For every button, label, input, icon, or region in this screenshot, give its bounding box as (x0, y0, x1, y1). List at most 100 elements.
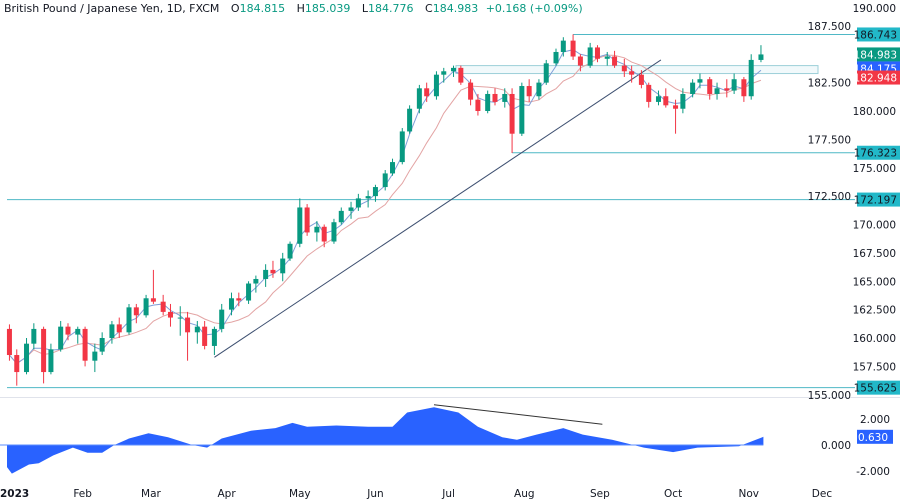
candle-body (724, 88, 730, 91)
candle (485, 90, 491, 114)
level-price-label: 176.323 (854, 148, 897, 160)
oscillator-axis-tick: 0.000 (821, 440, 851, 452)
candle-body (304, 207, 310, 233)
candle (655, 90, 661, 106)
candle (594, 45, 600, 63)
open-value: 184.815 (239, 2, 286, 15)
candle (424, 82, 430, 102)
candle-body (338, 210, 344, 223)
price-tag-label: 184.983 (854, 49, 897, 61)
candle (211, 326, 217, 356)
candle-body (126, 307, 132, 333)
symbol-title[interactable]: British Pound / Japanese Yen, 1D, FXCM (4, 2, 220, 15)
time-axis-tick: May (289, 488, 311, 500)
candle-body (655, 96, 661, 102)
candle-body (143, 298, 149, 316)
candle (219, 303, 225, 333)
candle-body (150, 298, 156, 302)
candle-body (502, 93, 508, 102)
candle (228, 292, 234, 316)
candle (519, 82, 525, 136)
candle-body (697, 79, 703, 83)
candle (177, 306, 183, 336)
candle (41, 326, 47, 384)
candle-body (92, 351, 98, 361)
close-value: 184.983 (432, 2, 479, 15)
candle (65, 323, 71, 341)
candle-body (485, 93, 491, 111)
level-price-label: 155.625 (854, 383, 897, 395)
candle (116, 317, 122, 338)
close-label: C (425, 2, 433, 15)
candle-body (731, 79, 737, 91)
level-price-tag (857, 27, 900, 42)
candle (416, 84, 422, 114)
candle (536, 79, 542, 100)
price-axis-tick: 172.500 (808, 191, 851, 203)
candle (348, 201, 354, 219)
candle (92, 343, 98, 373)
candle (338, 207, 344, 225)
candle-body (297, 207, 303, 244)
oscillator-area (7, 407, 764, 474)
candle-body (680, 93, 686, 109)
candle-body (519, 86, 525, 134)
candle-body (160, 301, 166, 312)
level-price-tag (857, 192, 900, 207)
candle-body (372, 187, 378, 197)
candle-body (509, 93, 515, 134)
candle-body (133, 307, 139, 316)
candle-body (458, 67, 464, 83)
price-axis-tick: 157.500 (853, 361, 896, 373)
price-tag (857, 70, 900, 85)
level-price-tag (857, 145, 900, 160)
candle-body (280, 258, 286, 274)
candle (758, 45, 764, 63)
candle (58, 320, 64, 352)
change-value: +0.168 (+0.09%) (485, 2, 583, 15)
candle-body (48, 349, 54, 373)
candle-body (390, 162, 396, 174)
candle (365, 190, 371, 208)
candle-body (219, 309, 225, 329)
candle-body (629, 71, 635, 75)
level-price-label: 172.197 (854, 195, 897, 207)
candle-body (492, 93, 498, 102)
candle (509, 88, 515, 153)
candle-body (202, 326, 208, 346)
candle (492, 88, 498, 106)
candle (390, 158, 396, 176)
high-label: H (296, 2, 305, 15)
candle (577, 54, 583, 72)
candle (355, 193, 361, 211)
candle-body (673, 105, 679, 109)
candle (6, 324, 12, 361)
candle (372, 184, 378, 202)
candle-body (526, 86, 532, 97)
candle (75, 326, 81, 344)
time-axis-tick: Sep (590, 488, 610, 500)
candle-body (109, 324, 115, 338)
candle (331, 218, 337, 244)
candle-body (321, 226, 327, 242)
candle-body (638, 74, 644, 85)
candle (407, 105, 413, 134)
candle (194, 320, 200, 344)
candle (724, 79, 730, 98)
candle (570, 34, 576, 60)
candle-body (621, 65, 627, 72)
candle-body (560, 40, 566, 52)
candle (280, 252, 286, 282)
candle (451, 65, 457, 77)
candle (468, 79, 474, 106)
candle-body (399, 131, 405, 163)
candle-body (543, 63, 549, 83)
candle-body (58, 326, 64, 350)
level-price-label: 186.743 (854, 29, 897, 41)
candle-body (441, 71, 447, 75)
candle (748, 54, 754, 100)
price-axis-tick: 177.500 (808, 134, 851, 146)
candle-body (287, 243, 293, 259)
candle-body (407, 108, 413, 132)
